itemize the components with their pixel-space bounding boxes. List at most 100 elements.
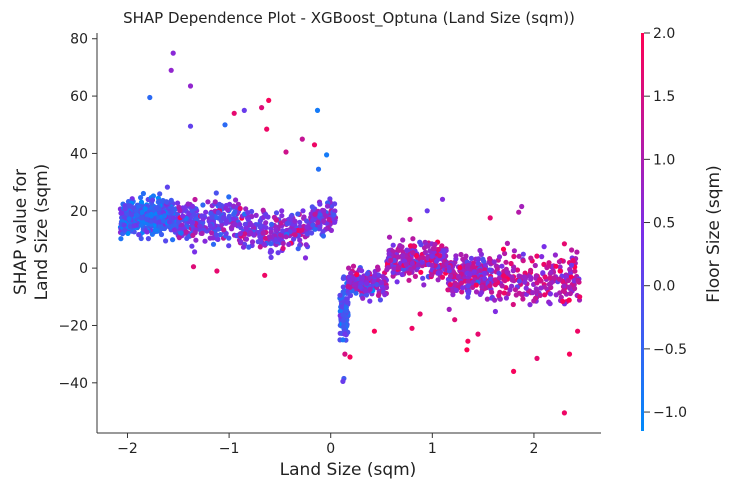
- data-point: [566, 351, 573, 357]
- data-point: [257, 244, 263, 250]
- data-point: [435, 277, 441, 283]
- data-point: [409, 260, 415, 266]
- data-point: [249, 239, 256, 245]
- data-point: [478, 251, 484, 257]
- data-point: [152, 227, 158, 233]
- data-point: [190, 219, 196, 226]
- data-point: [475, 260, 481, 267]
- data-point: [193, 237, 199, 243]
- data-point: [311, 142, 318, 148]
- data-point: [341, 323, 347, 330]
- data-point: [406, 257, 412, 263]
- data-point: [197, 223, 203, 230]
- data-point: [122, 227, 128, 233]
- data-point: [340, 378, 346, 384]
- data-point: [273, 217, 279, 223]
- data-point: [199, 213, 205, 219]
- data-point: [538, 285, 544, 291]
- data-point: [475, 256, 482, 262]
- data-point: [253, 212, 259, 218]
- data-point: [332, 201, 338, 207]
- data-point: [295, 246, 301, 252]
- data-point: [185, 201, 191, 207]
- data-point: [342, 351, 348, 357]
- data-point: [557, 264, 563, 270]
- data-point: [575, 328, 581, 334]
- data-point: [145, 236, 151, 242]
- data-point: [237, 221, 243, 228]
- data-point: [505, 291, 511, 297]
- data-point: [280, 228, 286, 234]
- data-point: [133, 208, 139, 214]
- data-point: [237, 231, 243, 237]
- data-point: [510, 268, 516, 274]
- data-point: [561, 283, 567, 289]
- data-point: [447, 282, 453, 288]
- data-point: [541, 244, 547, 250]
- data-point: [191, 212, 197, 218]
- x-axis-label: Land Size (sqm): [280, 460, 417, 480]
- data-point: [207, 235, 213, 241]
- data-point: [291, 227, 297, 233]
- data-point: [437, 253, 443, 259]
- data-point: [572, 268, 578, 274]
- data-point: [126, 216, 132, 222]
- data-point: [220, 215, 226, 221]
- data-point: [321, 218, 327, 224]
- data-point: [138, 222, 144, 228]
- y-tick-label: 40: [70, 146, 88, 162]
- data-point: [546, 281, 552, 287]
- data-point: [226, 213, 232, 219]
- data-point: [400, 237, 406, 243]
- data-point: [371, 328, 377, 334]
- y-axis-ticks: −40 −20 0 20 40 60 80: [58, 32, 97, 392]
- data-point: [140, 190, 146, 197]
- chart-title: SHAP Dependence Plot - XGBoost_Optuna (L…: [123, 9, 575, 28]
- data-point: [190, 232, 196, 238]
- data-point: [446, 306, 452, 312]
- data-point: [136, 232, 142, 238]
- data-point: [487, 267, 493, 273]
- colorbar-tick-label: 1.0: [653, 152, 675, 168]
- data-point: [528, 274, 534, 280]
- data-point: [508, 260, 514, 267]
- data-point: [342, 331, 348, 337]
- data-point: [463, 253, 469, 259]
- data-point: [214, 232, 220, 238]
- data-point: [291, 236, 297, 242]
- data-point: [473, 289, 480, 295]
- data-point: [320, 233, 326, 239]
- data-point: [419, 259, 425, 265]
- data-point: [350, 263, 357, 269]
- data-point: [213, 214, 219, 220]
- colorbar-ticks: −1.0 −0.5 0.0 0.5 1.0 1.5 2.0: [644, 26, 687, 421]
- data-point: [243, 225, 249, 231]
- data-point: [161, 218, 167, 224]
- data-point: [481, 270, 487, 276]
- data-point: [138, 235, 144, 242]
- data-point: [269, 221, 275, 227]
- x-tick-label: 0: [326, 441, 335, 457]
- data-point: [309, 204, 315, 210]
- data-point: [465, 294, 471, 300]
- colorbar-label: Floor Size (sqm): [704, 165, 724, 302]
- data-point: [297, 219, 303, 225]
- data-point: [391, 266, 397, 272]
- x-tick-label: 2: [529, 441, 538, 457]
- data-point: [320, 229, 326, 235]
- data-point: [257, 233, 263, 240]
- data-point: [425, 243, 431, 249]
- data-point: [192, 249, 198, 255]
- data-point: [148, 213, 154, 219]
- data-point: [547, 301, 553, 307]
- data-point: [163, 238, 169, 244]
- data-point: [395, 264, 401, 271]
- data-point: [504, 270, 510, 276]
- data-point: [138, 199, 145, 205]
- data-point: [429, 253, 435, 259]
- data-point: [205, 199, 211, 205]
- data-point: [484, 296, 490, 302]
- data-point: [177, 207, 183, 213]
- data-point: [452, 317, 458, 323]
- data-point: [187, 83, 194, 89]
